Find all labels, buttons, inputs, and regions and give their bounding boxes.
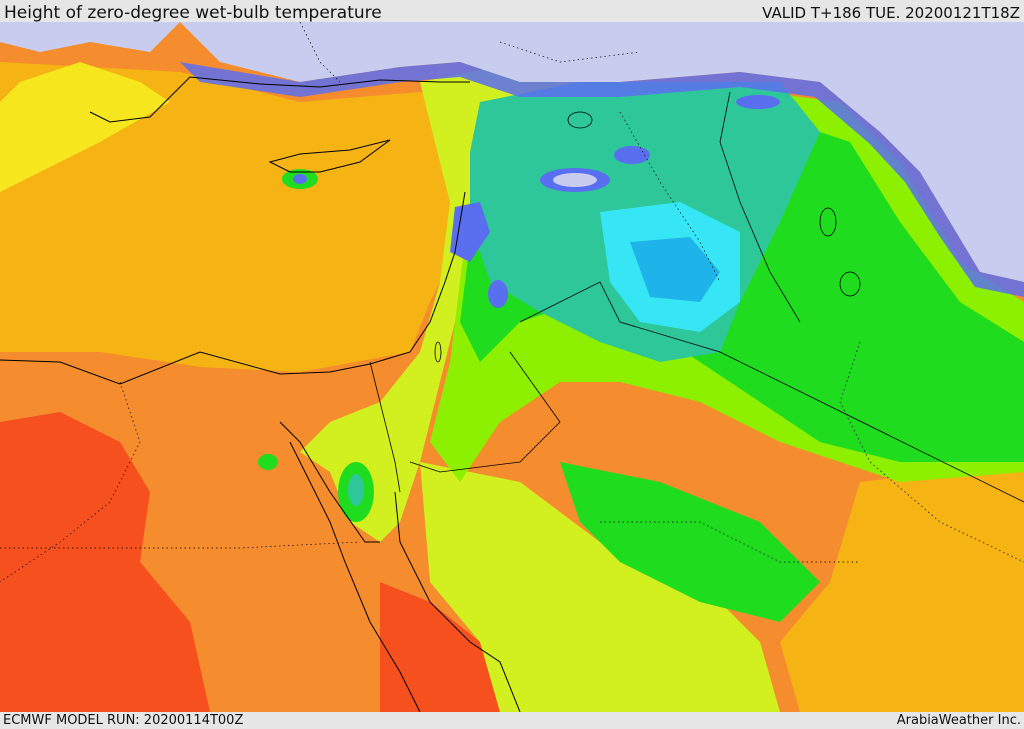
lake-iraq-2 xyxy=(839,271,861,297)
field-sinai-core xyxy=(348,474,364,506)
map-title: Height of zero-degree wet-bulb temperatu… xyxy=(4,3,382,23)
coastline-red-sea-west xyxy=(289,441,421,712)
field-turkey-spot-1b xyxy=(553,173,597,187)
field-sky-blue xyxy=(630,237,720,302)
internal-borders xyxy=(0,22,1024,583)
field-turkey-spot-2 xyxy=(614,146,650,164)
valid-time-label: VALID T+186 TUE. 20200121T18Z xyxy=(762,4,1020,22)
field-egypt-spot xyxy=(258,454,278,470)
border-iraq-iran xyxy=(719,91,801,323)
field-blue-rim xyxy=(180,62,1024,297)
field-cyprus-core xyxy=(293,174,307,184)
field-iran-spot xyxy=(736,95,780,109)
field-very-low-north xyxy=(180,22,1024,282)
lake-van xyxy=(567,111,593,129)
field-red-orange-west xyxy=(0,412,210,712)
field-red-orange-south xyxy=(380,582,500,712)
weather-map[interactable] xyxy=(0,22,1024,712)
field-orange-yellow-southeast xyxy=(780,462,1024,712)
border-jordan-iraq xyxy=(519,281,1024,503)
lake-iraq-1 xyxy=(819,207,837,237)
field-sea-yellow-coast xyxy=(0,62,170,192)
field-jordan-spot xyxy=(488,280,508,308)
field-lebanon-low xyxy=(450,202,490,262)
credit-label: ArabiaWeather Inc. xyxy=(896,713,1021,728)
coastline-gulf-suez xyxy=(279,421,380,543)
dead-sea xyxy=(434,341,442,363)
footer-bar: ECMWF MODEL RUN: 20200114T00Z ArabiaWeat… xyxy=(0,712,1024,729)
dotted-border-6 xyxy=(299,22,641,83)
header-bar: Height of zero-degree wet-bulb temperatu… xyxy=(0,0,1024,23)
map-canvas xyxy=(0,22,1024,712)
field-very-low-northwest xyxy=(0,22,180,52)
coastline-anatolia xyxy=(89,76,470,123)
border-egypt-sinai xyxy=(369,361,401,493)
coastlines xyxy=(0,76,521,712)
borders xyxy=(369,91,1024,503)
field-yellow-arabia xyxy=(420,462,780,712)
dotted-border-2 xyxy=(0,541,361,549)
border-saudi xyxy=(409,351,561,473)
field-sea-orange-yellow xyxy=(0,62,470,372)
field-green-south xyxy=(560,462,820,622)
coastline-red-sea-east xyxy=(394,491,521,712)
coastline-north-africa xyxy=(0,191,466,385)
dotted-border-5 xyxy=(600,521,860,563)
coastline-cyprus xyxy=(268,139,391,173)
field-yellow-levant xyxy=(300,62,600,542)
model-run-label: ECMWF MODEL RUN: 20200114T00Z xyxy=(3,713,244,728)
